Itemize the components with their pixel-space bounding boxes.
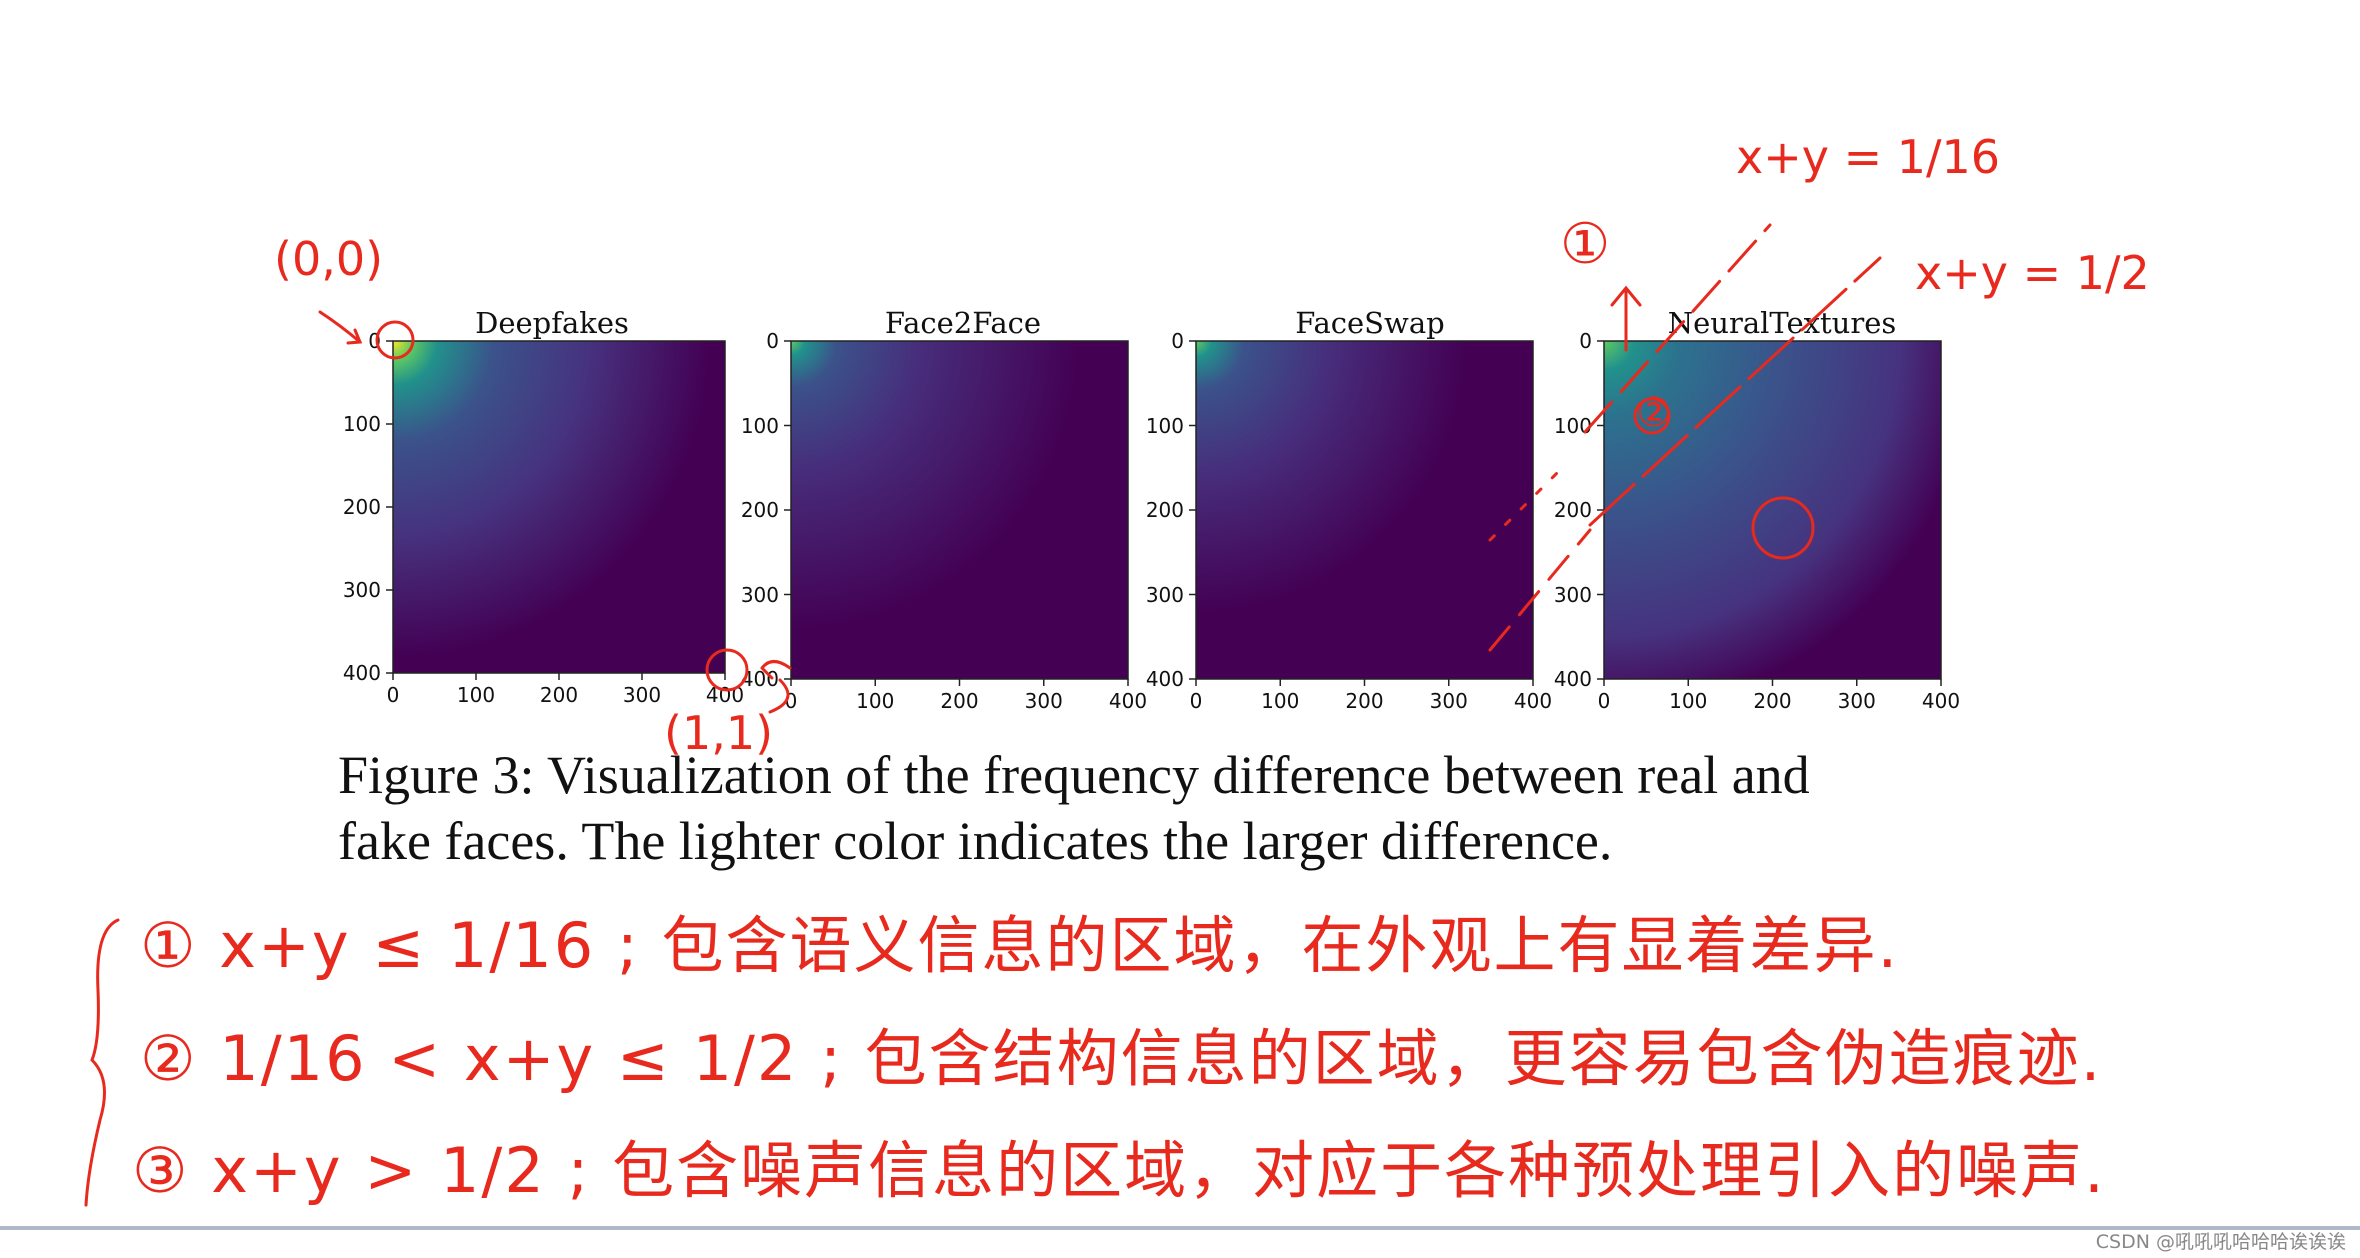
ytick-label: 300 (1145, 582, 1184, 607)
line-low-ext (1488, 468, 1562, 542)
caption-line-2: fake faces. The lighter color indicates … (338, 811, 1613, 871)
note-3: ③ x+y > 1/2 ; 包含噪声信息的区域，对应于各种预处理引入的噪声. (132, 1134, 2106, 1207)
notes-brace (84, 918, 120, 1207)
heatmap-faceswap (1195, 340, 1534, 680)
xtick-label: 300 (1837, 689, 1876, 713)
panel-title-neuraltextures: NeuralTextures (1667, 306, 1897, 340)
xtick-label: 400 (1108, 689, 1148, 713)
label-region-2: ② (1636, 390, 1672, 436)
corner-hook (768, 678, 790, 714)
line-low (1583, 223, 1772, 434)
line-high (1588, 256, 1882, 527)
heatmap-neuraltextures (1603, 340, 1942, 680)
label-line-high: x+y = 1/2 (1915, 246, 2150, 300)
ytick-label: 0 (766, 329, 779, 353)
origin-arrow (318, 310, 363, 345)
xtick-label: 0 (1597, 689, 1611, 713)
xtick-label: 400 (1921, 689, 1961, 713)
caption-line-1: Figure 3: Visualization of the frequency… (338, 745, 1810, 805)
xtick-label: 400 (1513, 689, 1553, 713)
ytick-label: 400 (1553, 667, 1592, 691)
xtick-label: 200 (1345, 689, 1384, 713)
ytick-label: 300 (1553, 582, 1592, 607)
label-corner: (1,1) (664, 706, 774, 760)
watermark: CSDN @吼吼吼哈哈哈诶诶诶 (2095, 1231, 2346, 1253)
xtick-label: 200 (1753, 689, 1792, 713)
region2-circle (1633, 397, 1671, 435)
ytick-label: 0 (1171, 329, 1184, 353)
note-2: ② 1/16 < x+y ≤ 1/2 ; 包含结构信息的区域，更容易包含伪造痕迹… (140, 1022, 2103, 1095)
line-high-ext (1488, 528, 1592, 652)
origin-circle (375, 320, 415, 360)
region3-circle (1751, 496, 1815, 560)
xtick-label: 200 (539, 683, 579, 707)
xtick-label: 300 (1429, 689, 1468, 713)
label-region-1: ① (1560, 212, 1611, 277)
region1-arrow (1610, 285, 1642, 352)
xtick-label: 100 (456, 683, 496, 707)
xtick-label: 0 (386, 683, 400, 707)
xtick-label: 100 (856, 689, 895, 713)
corner-arrow (760, 660, 792, 680)
heatmap-deepfakes (392, 340, 726, 674)
ytick-label: 0 (1579, 329, 1592, 353)
label-origin: (0,0) (274, 232, 384, 286)
ytick-label: 400 (1145, 667, 1184, 691)
ytick-label: 100 (740, 413, 779, 438)
panel-title-deepfakes: Deepfakes (475, 306, 629, 340)
xtick-label: 300 (622, 683, 662, 707)
xtick-label: 300 (1024, 689, 1063, 713)
ytick-label: 300 (342, 578, 381, 602)
xtick-label: 100 (1669, 689, 1708, 713)
xtick-label: 0 (1189, 689, 1203, 713)
xtick-label: 100 (1261, 689, 1300, 713)
ytick-label: 100 (1553, 413, 1592, 438)
ytick-label: 200 (1145, 498, 1184, 522)
figure-caption: Figure 3: Visualization of the frequency… (338, 742, 2038, 874)
panel-title-faceswap: FaceSwap (1295, 306, 1445, 340)
ytick-label: 200 (1553, 498, 1592, 522)
note-1: ① x+y ≤ 1/16 ; 包含语义信息的区域，在外观上有显着差异. (140, 909, 1900, 982)
xtick-label: 200 (940, 689, 979, 713)
ytick-label: 100 (342, 412, 381, 436)
ytick-label: 300 (740, 582, 779, 607)
corner-circle (705, 648, 749, 692)
label-line-low: x+y = 1/16 (1736, 130, 2001, 184)
panel-title-face2face: Face2Face (884, 306, 1042, 340)
ytick-label: 200 (342, 495, 381, 519)
ytick-label: 100 (1145, 413, 1184, 438)
ytick-label: 400 (342, 661, 381, 685)
page-bottom-bar (0, 1226, 2360, 1230)
ytick-label: 200 (740, 498, 779, 522)
